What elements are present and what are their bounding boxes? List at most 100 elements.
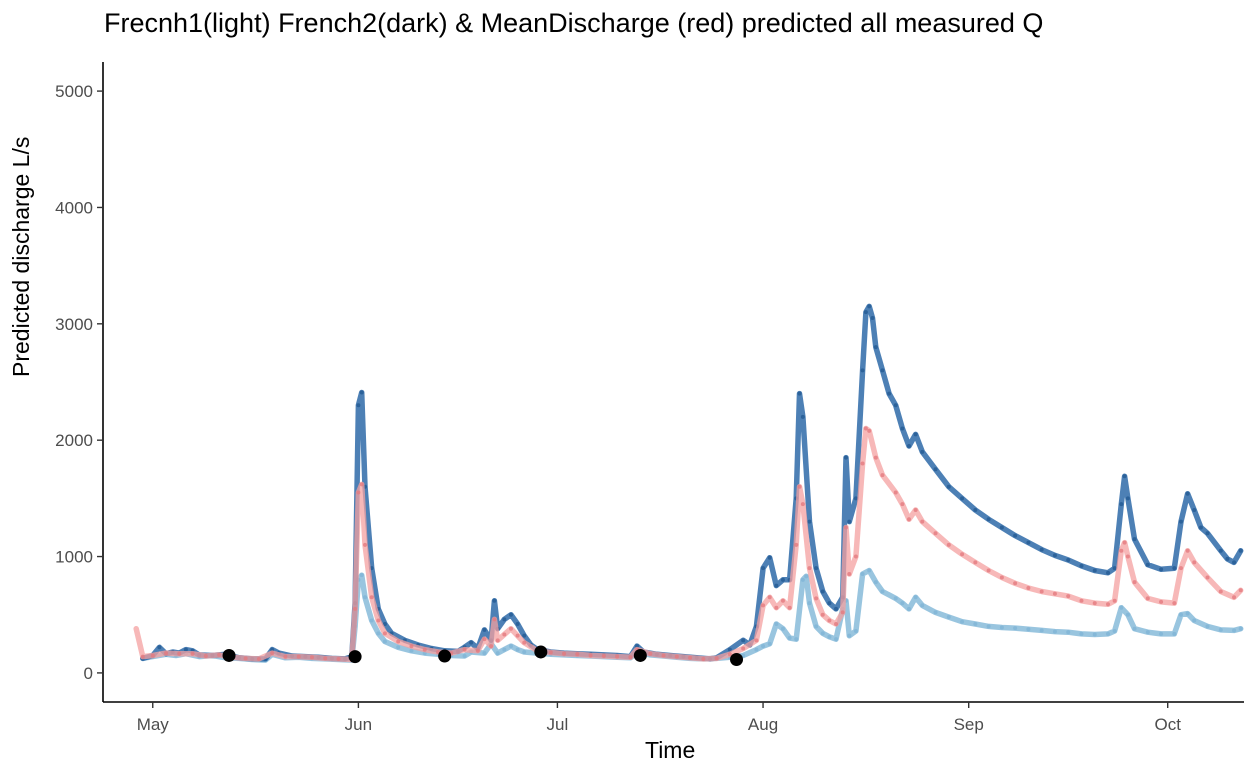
- chart-title: Frecnh1(light) French2(dark) & MeanDisch…: [104, 8, 1044, 38]
- series-point-french2: [913, 432, 918, 437]
- series-point-frecnh1: [880, 589, 885, 594]
- series-point-frecnh1: [1132, 626, 1137, 631]
- series-point-frecnh1: [1052, 629, 1057, 634]
- series-point-frecnh1: [767, 641, 772, 646]
- series-point-frecnh1: [1145, 630, 1150, 635]
- series-point-frecnh1: [999, 625, 1004, 630]
- measured-point: [348, 650, 362, 664]
- series-point-french2: [157, 645, 162, 650]
- series-point-meandischarge: [1079, 598, 1084, 603]
- series-point-french2: [492, 598, 497, 603]
- series-point-meandischarge: [880, 473, 885, 478]
- y-tick-label: 0: [84, 664, 93, 683]
- series-point-meandischarge: [190, 651, 195, 656]
- x-tick-label: Jul: [547, 715, 569, 734]
- series-point-meandischarge: [1066, 594, 1071, 599]
- series-point-meandischarge: [867, 428, 872, 433]
- series-point-french2: [946, 484, 951, 489]
- series-point-frecnh1: [986, 624, 991, 629]
- measured-point: [730, 653, 744, 667]
- series-point-meandischarge: [674, 654, 679, 659]
- series-point-meandischarge: [217, 652, 222, 657]
- series-point-meandischarge: [422, 647, 427, 652]
- series-point-meandischarge: [1026, 585, 1031, 590]
- series-point-french2: [870, 316, 875, 320]
- series-point-frecnh1: [359, 573, 364, 578]
- series-point-frecnh1: [853, 629, 858, 634]
- series-point-frecnh1: [508, 644, 513, 649]
- series-point-french2: [880, 368, 885, 373]
- series-point-meandischarge: [847, 572, 852, 576]
- series-point-meandischarge: [661, 653, 666, 658]
- series-point-meandischarge: [767, 595, 772, 600]
- series-point-meandischarge: [164, 651, 169, 656]
- series-point-meandischarge: [900, 502, 905, 507]
- series-point-meandischarge: [409, 644, 414, 649]
- series-point-french2: [1092, 568, 1097, 573]
- series-point-meandischarge: [714, 656, 719, 661]
- series-point-meandischarge: [336, 656, 341, 661]
- y-tick-label: 4000: [55, 198, 93, 217]
- series-point-meandischarge: [1159, 599, 1164, 604]
- series-point-french2: [502, 617, 507, 622]
- series-point-meandischarge: [462, 647, 467, 652]
- series-point-meandischarge: [515, 633, 520, 638]
- x-tick-label: May: [137, 715, 170, 734]
- series-point-frecnh1: [1026, 627, 1031, 632]
- series-point-meandischarge: [562, 651, 567, 656]
- series-point-french2: [767, 555, 772, 560]
- series-point-meandischarge: [827, 618, 832, 623]
- series-point-french2: [920, 449, 925, 454]
- series-point-frecnh1: [1232, 628, 1237, 633]
- series-point-frecnh1: [1079, 631, 1084, 636]
- series-point-french2: [1106, 570, 1111, 575]
- series-point-french2: [906, 444, 911, 448]
- series-point-frecnh1: [873, 580, 878, 585]
- series-point-meandischarge: [1092, 601, 1097, 606]
- series-point-meandischarge: [475, 648, 480, 653]
- series-point-french2: [900, 426, 905, 431]
- series-point-frecnh1: [814, 624, 819, 629]
- series-point-meandischarge: [1119, 548, 1124, 553]
- series-point-frecnh1: [1159, 631, 1164, 636]
- series-point-frecnh1: [1125, 612, 1130, 617]
- series-point-frecnh1: [522, 649, 527, 654]
- series-point-meandischarge: [270, 651, 275, 656]
- x-tick-label: Aug: [748, 715, 778, 734]
- series-point-frecnh1: [800, 577, 805, 582]
- series-point-french2: [887, 391, 892, 396]
- series-point-french2: [482, 627, 487, 632]
- series-point-french2: [1066, 558, 1071, 563]
- series-point-meandischarge: [946, 542, 951, 547]
- series-point-meandischarge: [840, 610, 845, 615]
- series-point-meandischarge: [893, 490, 898, 495]
- series-line-meandischarge: [133, 425, 1244, 663]
- series-point-meandischarge: [843, 525, 848, 530]
- x-tick-label: Sep: [954, 715, 984, 734]
- series-point-frecnh1: [1205, 624, 1210, 629]
- series-point-frecnh1: [1192, 618, 1197, 623]
- series-point-french2: [382, 622, 387, 627]
- series-point-french2: [1172, 566, 1177, 571]
- series-line-french2: [140, 303, 1244, 662]
- series-point-french2: [183, 647, 188, 652]
- series-point-frecnh1: [1106, 631, 1111, 636]
- series-point-frecnh1: [807, 601, 812, 606]
- series-point-meandischarge: [203, 654, 208, 659]
- series-point-meandischarge: [363, 542, 368, 547]
- series-point-meandischarge: [502, 632, 507, 637]
- series-point-meandischarge: [1112, 598, 1117, 603]
- series-point-meandischarge: [787, 605, 792, 610]
- y-tick-label: 2000: [55, 431, 93, 450]
- series-point-meandischarge: [482, 637, 487, 642]
- series-point-meandischarge: [508, 626, 513, 631]
- y-tick-label: 1000: [55, 548, 93, 567]
- series-point-frecnh1: [376, 631, 381, 636]
- series-point-french2: [1232, 560, 1237, 565]
- series-point-french2: [1178, 519, 1183, 524]
- series-point-frecnh1: [1238, 626, 1243, 631]
- series-point-frecnh1: [462, 654, 467, 659]
- series-point-meandischarge: [648, 651, 653, 656]
- series-point-frecnh1: [409, 648, 414, 653]
